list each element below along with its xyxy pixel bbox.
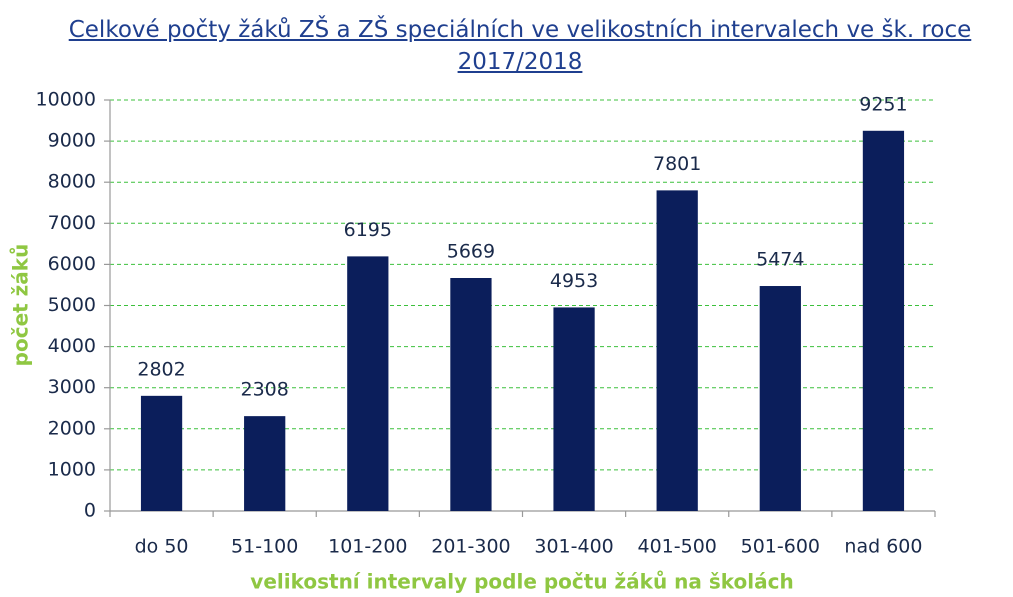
bar [140, 395, 183, 511]
value-label: 9251 [859, 93, 907, 115]
y-axis-label: počet žáků [9, 244, 33, 367]
y-tick-label: 0 [84, 500, 96, 522]
y-tick-label: 1000 [48, 458, 96, 480]
value-label: 5669 [447, 241, 495, 263]
value-label: 2802 [137, 358, 185, 380]
bar [450, 278, 492, 511]
x-tick-label: nad 600 [844, 536, 922, 558]
x-tick-label: 301-400 [534, 536, 613, 558]
chart-title: Celkové počty žáků ZŠ a ZŠ speciálních v… [68, 17, 972, 75]
bar [862, 130, 905, 511]
x-tick-label: 51-100 [231, 536, 298, 558]
x-tick-label: 101-200 [328, 536, 407, 558]
bar [656, 190, 698, 511]
y-tick-label: 4000 [48, 335, 96, 357]
value-label: 5474 [756, 249, 804, 271]
y-tick-label: 10000 [36, 89, 96, 111]
y-tick-label: 6000 [48, 253, 96, 275]
bar [244, 416, 286, 511]
x-axis-label: velikostní intervaly podle počtu žáků na… [250, 570, 793, 594]
y-tick-label: 2000 [48, 417, 96, 439]
x-tick-label: 501-600 [741, 536, 820, 558]
y-tick-label: 8000 [48, 171, 96, 193]
x-tick-label: 201-300 [431, 536, 510, 558]
value-label: 7801 [653, 153, 701, 175]
bar [347, 256, 389, 511]
bar [553, 307, 595, 511]
value-label: 2308 [241, 379, 289, 401]
x-tick-label: do 50 [135, 536, 189, 558]
y-tick-label: 9000 [48, 130, 96, 152]
y-tick-label: 7000 [48, 212, 96, 234]
y-tick-label: 5000 [48, 294, 96, 316]
y-tick-label: 3000 [48, 376, 96, 398]
x-tick-label: 401-500 [637, 536, 716, 558]
value-label: 6195 [344, 219, 392, 241]
bar [759, 286, 801, 511]
value-label: 4953 [550, 270, 598, 292]
